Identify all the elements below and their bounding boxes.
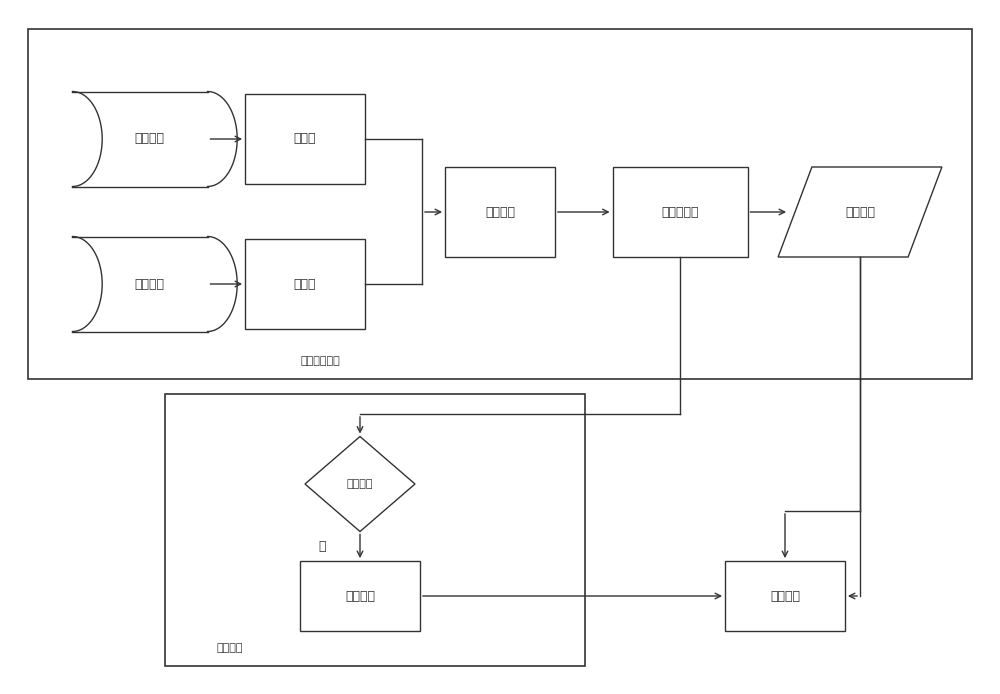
Bar [300, 561, 420, 631]
Bar [165, 394, 585, 666]
Polygon shape [305, 437, 415, 532]
Bar [245, 94, 365, 184]
Polygon shape [72, 92, 237, 187]
Text: 合并单元: 合并单元 [485, 205, 515, 219]
Text: 直流电压: 直流电压 [134, 133, 164, 146]
Text: 是: 是 [318, 540, 326, 552]
Text: 分流器: 分流器 [294, 278, 316, 291]
Text: 发出警报: 发出警报 [345, 589, 375, 602]
Bar [28, 29, 972, 379]
Polygon shape [778, 167, 942, 257]
Bar [725, 561, 845, 631]
Text: 分压器: 分压器 [294, 133, 316, 146]
Text: 电能计量模块: 电能计量模块 [300, 356, 340, 366]
Text: 越限判断: 越限判断 [347, 479, 373, 489]
Text: 计量结果: 计量结果 [845, 205, 875, 219]
Bar [445, 167, 555, 257]
Bar [245, 239, 365, 329]
Polygon shape [72, 237, 237, 332]
Text: 报警模块: 报警模块 [217, 643, 243, 653]
Text: 直流电能表: 直流电能表 [661, 205, 699, 219]
Bar [612, 167, 748, 257]
Text: 直流电流: 直流电流 [134, 278, 164, 291]
Text: 数据上传: 数据上传 [770, 589, 800, 602]
